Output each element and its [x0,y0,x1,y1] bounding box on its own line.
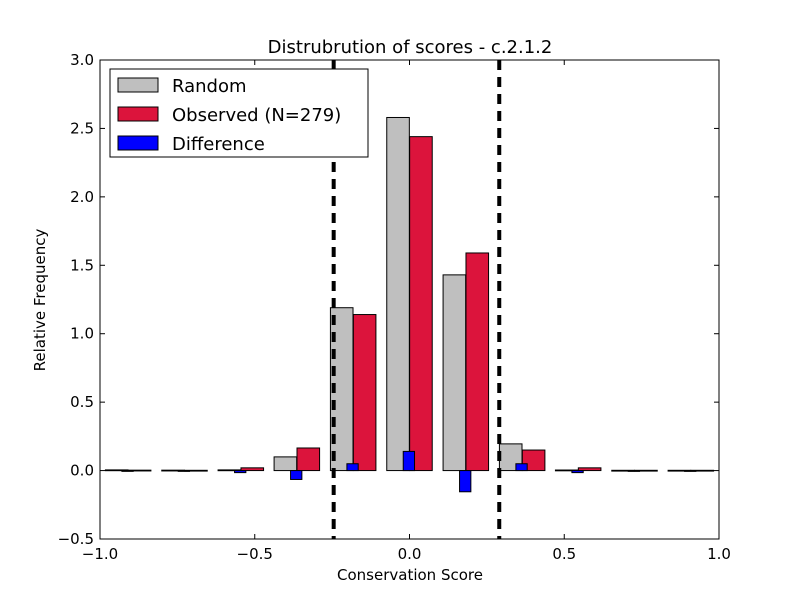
chart-title: Distrubrution of scores - c.2.1.2 [268,37,553,58]
y-tick-label-5: 2.0 [70,188,94,206]
bar-observed-7 [521,449,546,472]
bar-observed-8 [577,467,602,472]
x-axis-label: Conservation Score [337,566,483,584]
bar-difference-7 [515,463,528,472]
plot-area: −1.0 −0.5 0.0 0.5 1.0−0.50.00.51.01.52.02.53… [58,51,731,563]
y-tick-label-7: 3.0 [70,51,94,69]
x-tick-label-0: −1.0 [82,545,118,563]
bar-difference-2 [234,470,247,474]
y-tick-label-3: 1.0 [70,325,94,343]
legend-label-2: Difference [172,134,265,155]
legend: Random Observed (N=279) Difference [109,68,369,158]
y-tick-label-6: 2.5 [70,119,94,137]
bar-difference-1 [177,470,191,472]
y-tick-label-1: 0.0 [70,462,94,480]
x-tick-label-2: 0.0 [398,545,422,563]
bar-observed-3 [296,447,321,472]
bar-difference-6 [459,470,472,493]
bar-random-6 [442,274,467,472]
x-tick-label-3: 0.5 [552,545,576,563]
bar-observed-5 [409,136,433,472]
legend-swatch-2 [117,135,159,151]
legend-swatch-1 [117,106,159,122]
bar-difference-4 [346,463,359,472]
bar-random-3 [273,456,298,472]
bar-random-5 [386,116,410,472]
bar-observed-6 [465,252,490,472]
legend-swatch-0 [117,77,159,93]
bar-observed-4 [352,314,377,472]
y-tick-label-4: 1.5 [70,256,94,274]
legend-label-0: Random [172,76,247,97]
y-axis-label: Relative Frequency [31,229,49,372]
y-tick-label-0: −0.5 [58,530,94,548]
bar-difference-5 [402,450,416,472]
bar-difference-8 [571,470,584,474]
bar-difference-9 [627,470,641,472]
bar-difference-0 [121,470,134,472]
bar-observed-2 [240,467,265,472]
x-tick-label-4: 1.0 [707,545,731,563]
x-tick-label-1: −0.5 [237,545,273,563]
bar-difference-10 [684,470,697,472]
bar-difference-3 [290,470,303,480]
y-tick-label-2: 0.5 [70,393,94,411]
legend-label-1: Observed (N=279) [172,105,341,126]
